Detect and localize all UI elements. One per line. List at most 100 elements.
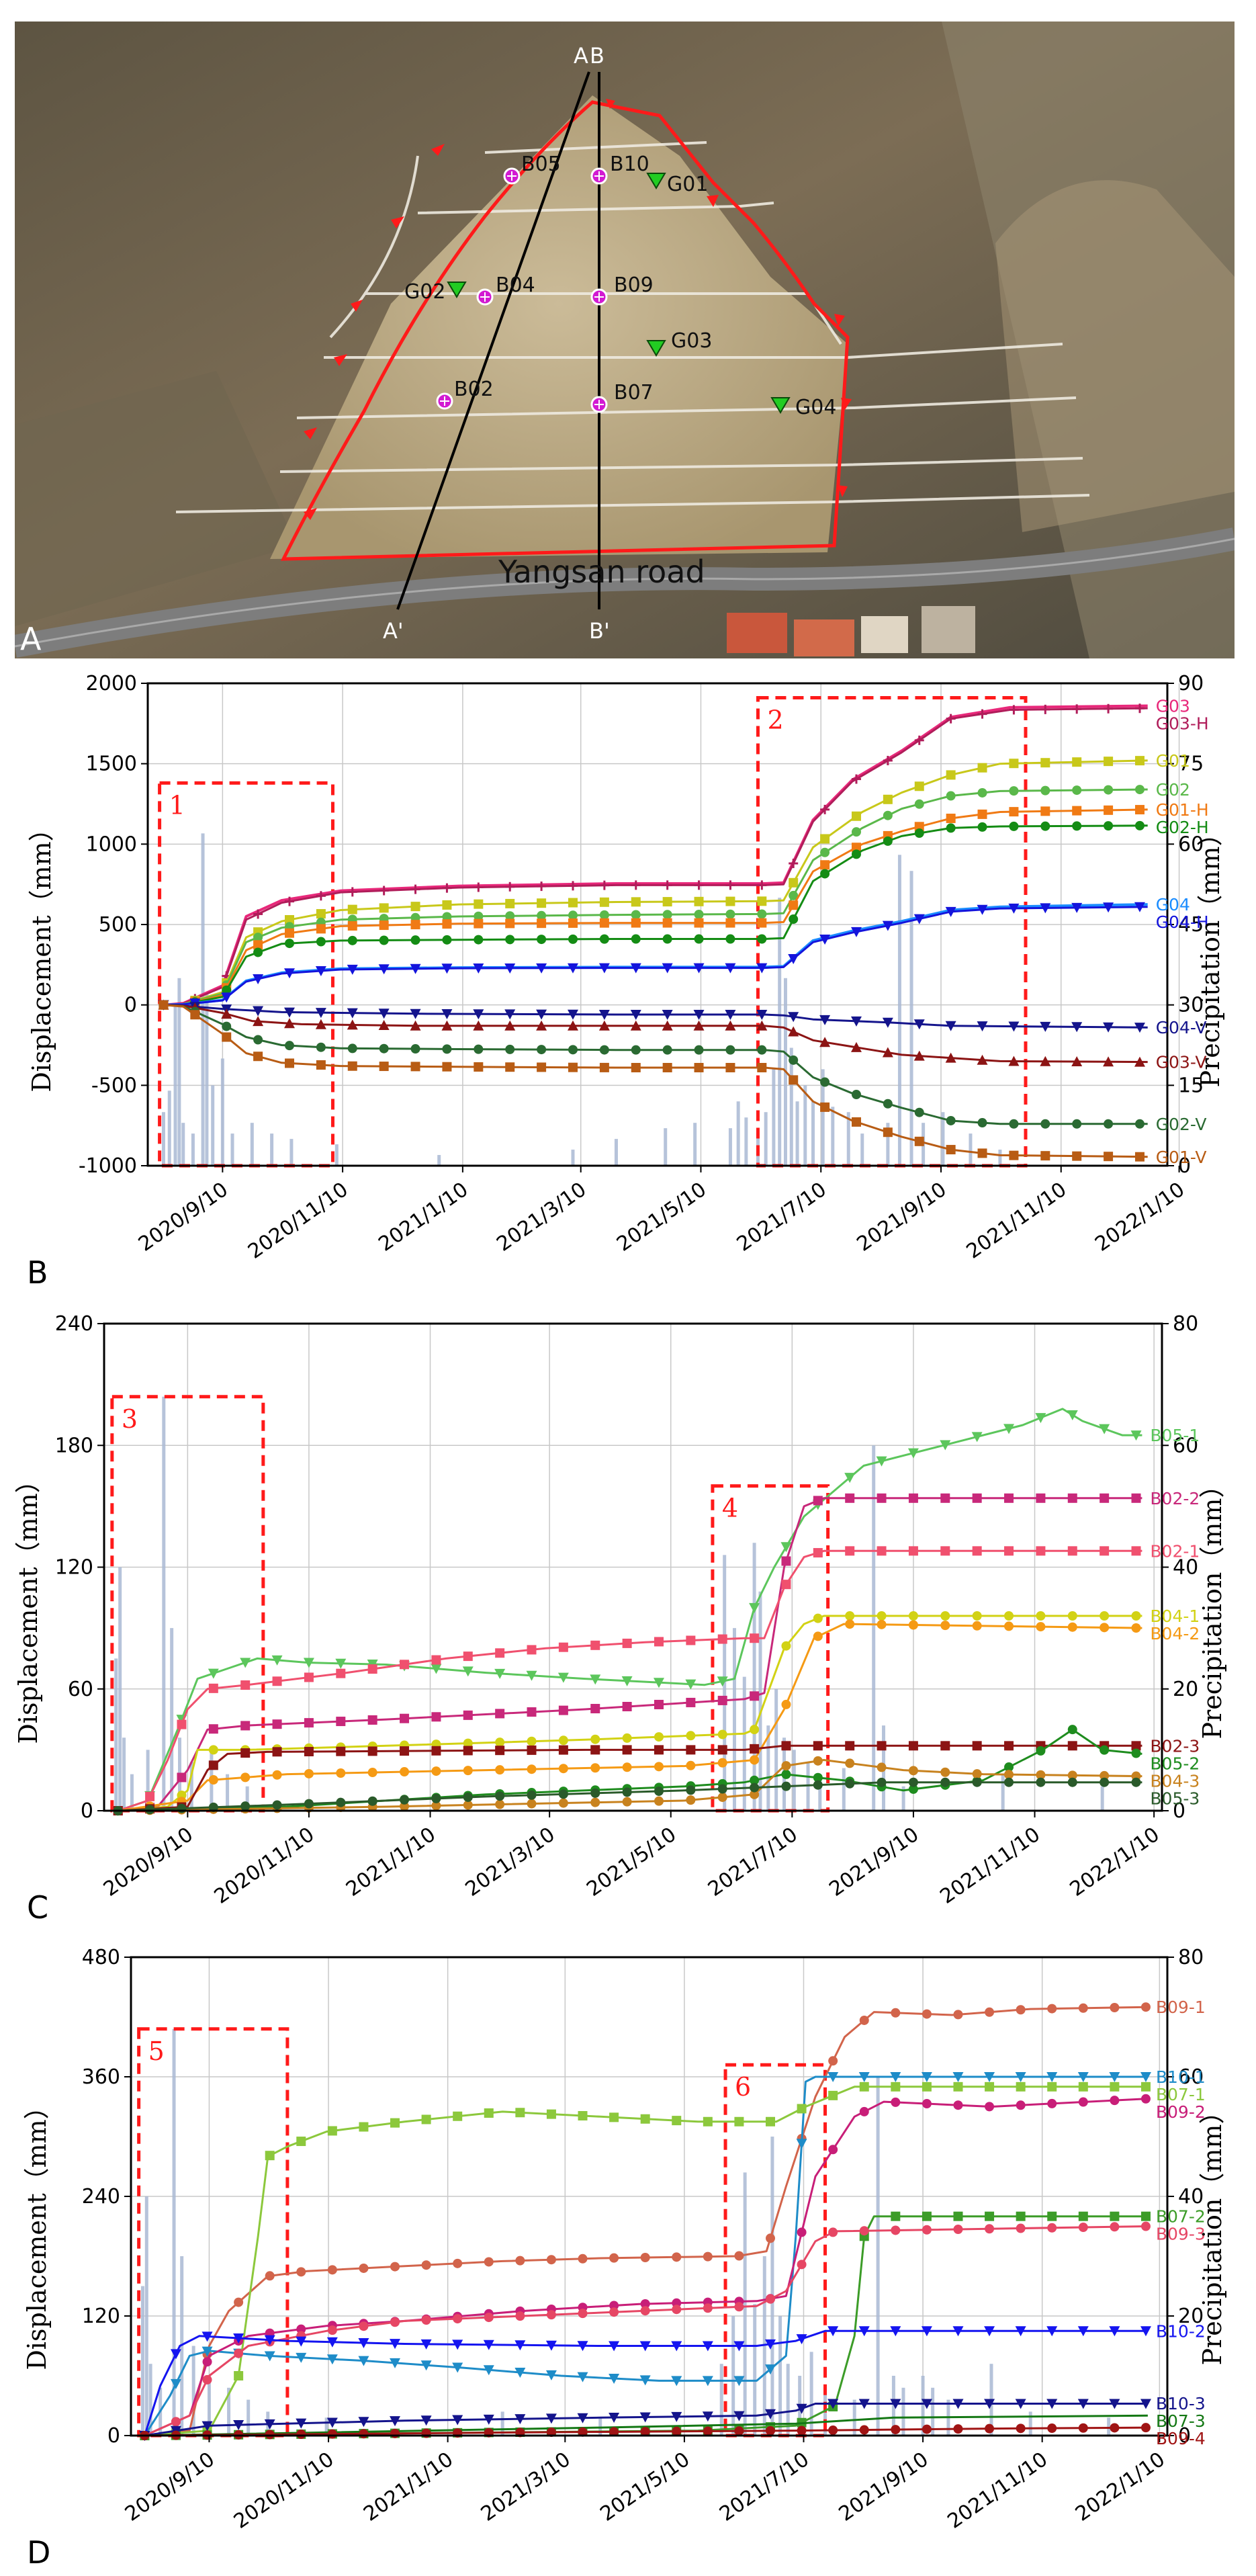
data-point-g01 [694, 896, 704, 906]
data-point-g01-h [725, 918, 735, 928]
data-point-g02-v [537, 1045, 547, 1055]
series-line-b07-1 [144, 2086, 1148, 2437]
data-point-g01-h [946, 814, 956, 824]
data-point-b05-1 [590, 1674, 601, 1685]
data-point-b09-3 [953, 2224, 963, 2234]
event-box-3 [110, 1395, 265, 1813]
road-edge [14, 538, 1235, 648]
series-label-g03-v: G03-V [1156, 1053, 1207, 1072]
precipitation-bar [774, 1688, 778, 1811]
data-point-b04-1 [208, 1745, 218, 1755]
data-point-g03-v [253, 1016, 264, 1027]
data-point-b02-2 [1100, 1493, 1110, 1503]
y-tick-label: 120 [82, 2305, 120, 2328]
data-point-b04-2 [781, 1699, 791, 1709]
data-point-b02-1 [686, 1635, 696, 1645]
boundary-arrow [351, 300, 363, 312]
precipitation-bar [245, 1786, 249, 1811]
data-point-b10-2 [326, 2337, 338, 2348]
data-point-b09-4 [1140, 2423, 1151, 2433]
data-point-b10-3 [390, 2416, 401, 2427]
series-label-b02-3: B02-3 [1150, 1736, 1200, 1756]
data-point-b04-3 [495, 1799, 505, 1809]
data-point-b07-1 [734, 2116, 744, 2127]
data-point-g01-h [442, 919, 452, 929]
data-point-g04-v [913, 1019, 925, 1030]
data-point-g04-h [913, 914, 925, 925]
data-point-g01-v [631, 1063, 641, 1073]
data-point-g04-v [473, 1009, 484, 1020]
point-label-b04: B04 [496, 273, 535, 297]
data-point-b10-1 [952, 2072, 964, 2082]
data-point-g01-v [789, 1075, 799, 1085]
data-point-g02-v [1134, 1119, 1145, 1129]
data-point-b02-1 [940, 1546, 950, 1556]
y-tick-label: 180 [55, 1434, 93, 1457]
data-point-b09-2 [296, 2324, 306, 2334]
data-point-g04-h [945, 906, 956, 917]
data-point-b04-3 [590, 1797, 600, 1807]
data-point-b10-1 [702, 2376, 713, 2387]
displacement-chart-D: 5 6 2020/9/10 2020/11/10 2021/1/10 2021/3/10… [0, 1935, 1256, 2573]
precipitation-bar [227, 2387, 231, 2436]
series-line-b07-2 [144, 2215, 1148, 2437]
data-point-b09-2 [1078, 2097, 1088, 2107]
data-point-b02-1 [908, 1546, 918, 1556]
data-point-g01-v [568, 1062, 578, 1072]
series-line-b09-1 [144, 2006, 1148, 2437]
data-point-g01-h [1040, 806, 1050, 816]
boundary-arrow [304, 508, 317, 520]
data-point-b04-3 [558, 1798, 568, 1808]
data-point-g01 [662, 897, 672, 907]
y2-tick-label: 75 [1178, 753, 1204, 776]
precipitation-bar [842, 1768, 846, 1811]
data-point-g01-h [820, 860, 830, 870]
series-label-g02-v: G02-V [1156, 1115, 1207, 1134]
data-point-b09-1 [672, 2252, 682, 2262]
data-point-b09-2 [953, 2100, 963, 2110]
data-point-b09-2 [859, 2106, 869, 2116]
data-point-g04-v [945, 1021, 956, 1031]
data-point-g01-h [505, 918, 515, 929]
data-point-g02-v [410, 1044, 420, 1054]
y-tick-label: 500 [99, 913, 137, 937]
data-point-b05-1 [780, 1542, 792, 1553]
data-point-b07-1 [578, 2110, 588, 2120]
data-point-b09-1 [546, 2255, 556, 2265]
data-point-b10-1 [170, 2378, 181, 2389]
data-point-b09-1 [1110, 2003, 1120, 2013]
data-point-b02-1 [558, 1642, 568, 1652]
data-point-g01-v [757, 1063, 767, 1073]
data-point-b10-3 [733, 2411, 745, 2421]
y2-axis-title: Precipitation（mm） [1198, 2099, 1227, 2366]
data-point-g02 [851, 827, 861, 837]
data-point-b02-2 [845, 1493, 855, 1503]
data-point-g02-h [410, 935, 420, 945]
data-point-g04-h [1008, 903, 1020, 914]
data-point-g02-v [379, 1043, 389, 1054]
data-point-b04-2 [717, 1758, 727, 1768]
series-label-g02-h: G02-H [1156, 818, 1209, 837]
data-point-b10-2 [890, 2326, 901, 2337]
data-point-g02-v [442, 1044, 452, 1054]
data-point-g04-h [819, 935, 831, 945]
data-point-b10-3 [233, 2420, 244, 2431]
y-tick-label: 240 [82, 2185, 120, 2208]
data-point-g02-h [851, 849, 861, 859]
data-point-b10-2 [514, 2340, 526, 2351]
data-point-g04-v [756, 1010, 768, 1021]
data-point-g04-v [1134, 1023, 1145, 1033]
data-point-b04-1 [686, 1731, 696, 1741]
data-point-b07-1 [390, 2118, 400, 2128]
data-point-b05-1 [335, 1658, 347, 1669]
data-point-b04-1 [1036, 1611, 1046, 1621]
data-point-g04-h [315, 966, 326, 977]
data-point-b07-1 [265, 2151, 275, 2161]
data-point-b04-2 [813, 1631, 823, 1641]
data-point-g02-v [1104, 1119, 1114, 1129]
series-line-g03-v [163, 1004, 1148, 1064]
data-point-b10-2 [358, 2337, 369, 2348]
series-line-b05-3 [118, 1781, 1142, 1812]
data-point-b09-3 [922, 2225, 932, 2235]
